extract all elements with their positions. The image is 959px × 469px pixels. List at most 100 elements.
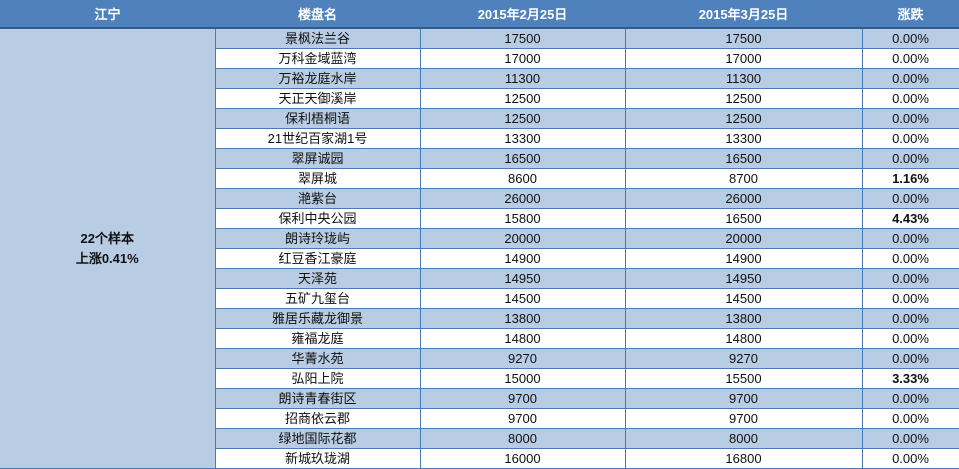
price-mar-cell: 14800 bbox=[624, 328, 863, 349]
table-header: 江宁 楼盘名 2015年2月25日 2015年3月25日 涨跌 bbox=[0, 0, 959, 29]
property-name-cell: 天泽苑 bbox=[214, 268, 421, 289]
table-row: 翠屏诚园 16500 16500 0.00% bbox=[0, 148, 959, 169]
table-row: 绿地国际花都 8000 8000 0.00% bbox=[0, 428, 959, 449]
price-feb-cell: 15800 bbox=[419, 208, 626, 229]
table-row: 弘阳上院 15000 15500 3.33% bbox=[0, 368, 959, 389]
price-mar-cell: 12500 bbox=[624, 88, 863, 109]
table-row: 万裕龙庭水岸 11300 11300 0.00% bbox=[0, 68, 959, 89]
price-feb-cell: 20000 bbox=[419, 228, 626, 249]
table-row: 招商依云郡 9700 9700 0.00% bbox=[0, 408, 959, 429]
price-feb-cell: 14500 bbox=[419, 288, 626, 309]
change-cell: 0.00% bbox=[861, 348, 959, 369]
change-cell: 3.33% bbox=[861, 368, 959, 389]
table-body: 22个样本 上涨0.41% 景枫法兰谷 17500 17500 0.00% 万科金域蓝湾 17… bbox=[0, 27, 959, 469]
table-row: 雅居乐藏龙御景 13800 13800 0.00% bbox=[0, 308, 959, 329]
change-cell: 0.00% bbox=[861, 288, 959, 309]
header-region: 江宁 bbox=[0, 0, 215, 29]
price-feb-cell: 12500 bbox=[419, 108, 626, 129]
property-name-cell: 万裕龙庭水岸 bbox=[214, 68, 421, 89]
change-cell: 0.00% bbox=[861, 148, 959, 169]
price-mar-cell: 9270 bbox=[624, 348, 863, 369]
property-name-cell: 保利中央公园 bbox=[214, 208, 421, 229]
price-mar-cell: 11300 bbox=[624, 68, 863, 89]
property-name-cell: 雅居乐藏龙御景 bbox=[214, 308, 421, 329]
price-mar-cell: 20000 bbox=[624, 228, 863, 249]
price-mar-cell: 14950 bbox=[624, 268, 863, 289]
table-row: 保利中央公园 15800 16500 4.43% bbox=[0, 208, 959, 229]
change-cell: 0.00% bbox=[861, 408, 959, 429]
change-cell: 0.00% bbox=[861, 388, 959, 409]
table-row: 翠屏城 8600 8700 1.16% bbox=[0, 168, 959, 189]
price-feb-cell: 14900 bbox=[419, 248, 626, 269]
property-name-cell: 天正天御溪岸 bbox=[214, 88, 421, 109]
price-feb-cell: 12500 bbox=[419, 88, 626, 109]
price-mar-cell: 17000 bbox=[624, 48, 863, 69]
table-row: 滟紫台 26000 26000 0.00% bbox=[0, 188, 959, 209]
property-name-cell: 朗诗玲珑屿 bbox=[214, 228, 421, 249]
header-date-mar: 2015年3月25日 bbox=[625, 0, 862, 29]
table-row: 五矿九玺台 14500 14500 0.00% bbox=[0, 288, 959, 309]
region-summary-cell: 22个样本上涨0.41% bbox=[0, 27, 216, 469]
change-cell: 0.00% bbox=[861, 248, 959, 269]
price-feb-cell: 8000 bbox=[419, 428, 626, 449]
price-mar-cell: 12500 bbox=[624, 108, 863, 129]
table-row: 天正天御溪岸 12500 12500 0.00% bbox=[0, 88, 959, 109]
price-mar-cell: 9700 bbox=[624, 388, 863, 409]
price-mar-cell: 15500 bbox=[624, 368, 863, 389]
price-feb-cell: 16500 bbox=[419, 148, 626, 169]
change-cell: 0.00% bbox=[861, 268, 959, 289]
price-mar-cell: 8700 bbox=[624, 168, 863, 189]
header-property-name: 楼盘名 bbox=[215, 0, 420, 29]
property-name-cell: 保利梧桐语 bbox=[214, 108, 421, 129]
sample-count-label: 22个样本 bbox=[80, 230, 134, 246]
change-summary-label: 上涨0.41% bbox=[75, 250, 139, 266]
price-mar-cell: 14900 bbox=[624, 248, 863, 269]
table-row: 21世纪百家湖1号 13300 13300 0.00% bbox=[0, 128, 959, 149]
price-feb-cell: 17000 bbox=[419, 48, 626, 69]
property-name-cell: 华菁水苑 bbox=[214, 348, 421, 369]
table-row: 红豆香江豪庭 14900 14900 0.00% bbox=[0, 248, 959, 269]
price-mar-cell: 17500 bbox=[624, 27, 863, 49]
change-cell: 0.00% bbox=[861, 188, 959, 209]
table-row: 朗诗青春街区 9700 9700 0.00% bbox=[0, 388, 959, 409]
price-feb-cell: 13300 bbox=[419, 128, 626, 149]
price-mar-cell: 13300 bbox=[624, 128, 863, 149]
header-date-feb: 2015年2月25日 bbox=[420, 0, 625, 29]
price-mar-cell: 16500 bbox=[624, 148, 863, 169]
price-feb-cell: 26000 bbox=[419, 188, 626, 209]
price-mar-cell: 14500 bbox=[624, 288, 863, 309]
table-row: 朗诗玲珑屿 20000 20000 0.00% bbox=[0, 228, 959, 249]
table-row: 雍福龙庭 14800 14800 0.00% bbox=[0, 328, 959, 349]
header-change: 涨跌 bbox=[862, 0, 959, 29]
change-cell: 0.00% bbox=[861, 448, 959, 469]
price-feb-cell: 15000 bbox=[419, 368, 626, 389]
property-name-cell: 滟紫台 bbox=[214, 188, 421, 209]
property-name-cell: 雍福龙庭 bbox=[214, 328, 421, 349]
change-cell: 0.00% bbox=[861, 48, 959, 69]
price-mar-cell: 26000 bbox=[624, 188, 863, 209]
price-feb-cell: 9700 bbox=[419, 388, 626, 409]
table-row: 万科金域蓝湾 17000 17000 0.00% bbox=[0, 48, 959, 69]
change-cell: 0.00% bbox=[861, 27, 959, 49]
property-name-cell: 景枫法兰谷 bbox=[214, 27, 421, 49]
price-mar-cell: 8000 bbox=[624, 428, 863, 449]
price-feb-cell: 14950 bbox=[419, 268, 626, 289]
price-feb-cell: 9270 bbox=[419, 348, 626, 369]
change-cell: 0.00% bbox=[861, 68, 959, 89]
change-cell: 0.00% bbox=[861, 88, 959, 109]
price-feb-cell: 9700 bbox=[419, 408, 626, 429]
property-name-cell: 绿地国际花都 bbox=[214, 428, 421, 449]
price-feb-cell: 17500 bbox=[419, 27, 626, 49]
price-mar-cell: 9700 bbox=[624, 408, 863, 429]
change-cell: 1.16% bbox=[861, 168, 959, 189]
property-name-cell: 翠屏城 bbox=[214, 168, 421, 189]
price-feb-cell: 13800 bbox=[419, 308, 626, 329]
change-cell: 0.00% bbox=[861, 428, 959, 449]
table-row: 22个样本 上涨0.41% 景枫法兰谷 17500 17500 0.00% bbox=[0, 27, 959, 469]
change-cell: 0.00% bbox=[861, 328, 959, 349]
price-mar-cell: 16800 bbox=[624, 448, 863, 469]
change-cell: 0.00% bbox=[861, 308, 959, 329]
change-cell: 0.00% bbox=[861, 228, 959, 249]
property-name-cell: 招商依云郡 bbox=[214, 408, 421, 429]
property-name-cell: 21世纪百家湖1号 bbox=[214, 128, 421, 149]
